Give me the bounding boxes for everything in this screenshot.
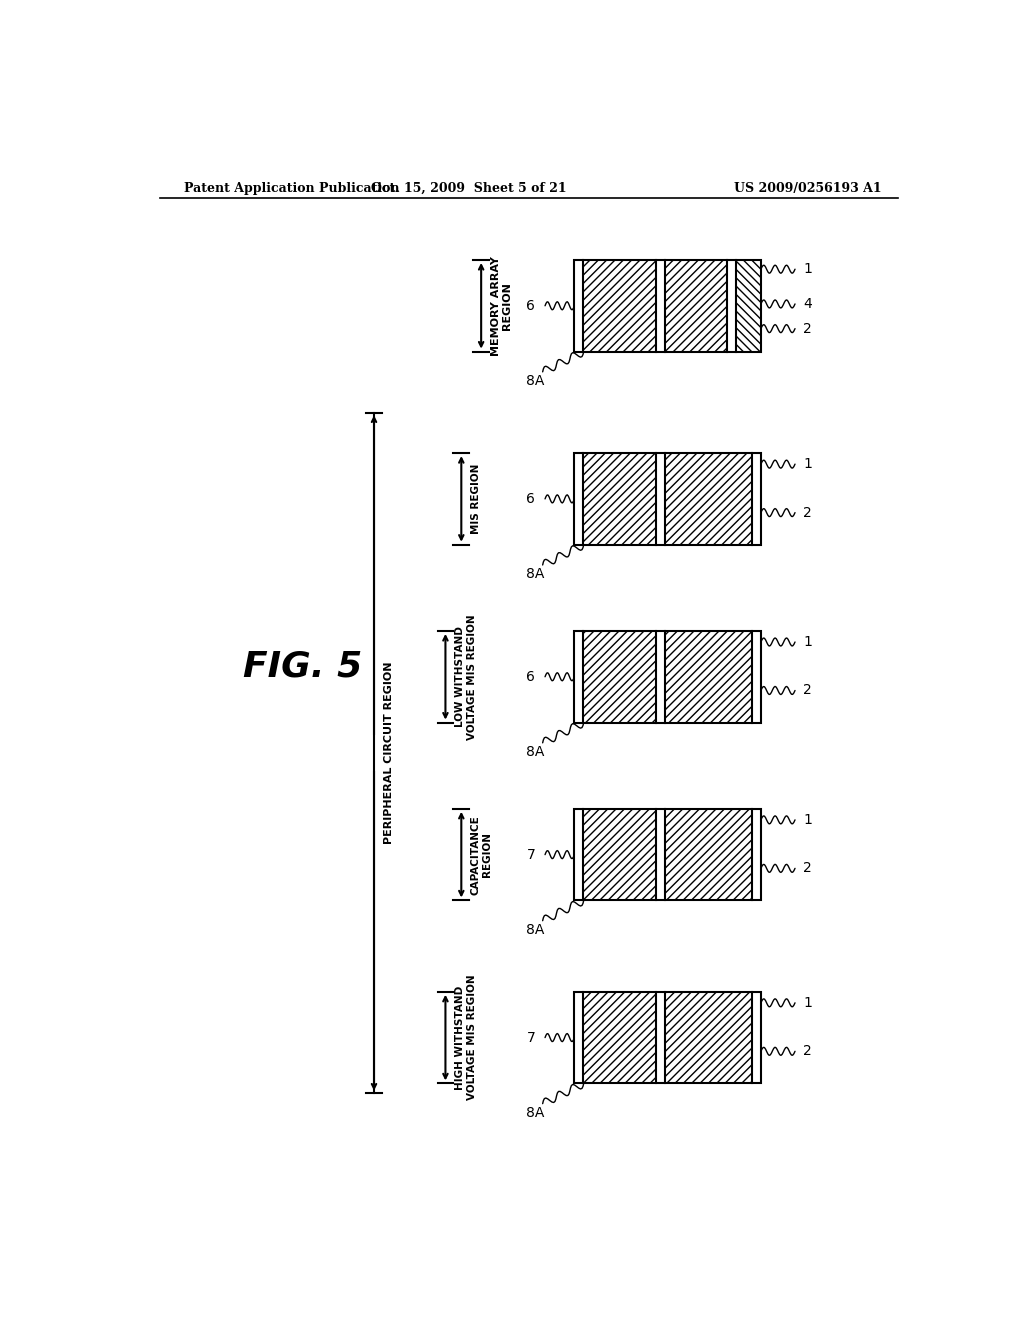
Text: CAPACITANCE
REGION: CAPACITANCE REGION bbox=[471, 814, 493, 895]
Bar bbox=[666, 631, 752, 722]
Text: MIS REGION: MIS REGION bbox=[471, 463, 481, 535]
Text: 8A: 8A bbox=[525, 374, 544, 388]
Text: 7: 7 bbox=[526, 1031, 536, 1044]
Bar bbox=[584, 809, 656, 900]
Bar bbox=[574, 453, 761, 545]
Text: US 2009/0256193 A1: US 2009/0256193 A1 bbox=[734, 182, 882, 195]
Text: 4: 4 bbox=[803, 297, 812, 312]
Bar bbox=[584, 991, 656, 1084]
Text: 1: 1 bbox=[803, 995, 812, 1010]
Text: 6: 6 bbox=[526, 669, 536, 684]
Text: 1: 1 bbox=[803, 635, 812, 649]
Text: 1: 1 bbox=[803, 263, 812, 276]
Bar bbox=[574, 260, 761, 351]
Text: 8A: 8A bbox=[525, 744, 544, 759]
Text: 1: 1 bbox=[803, 813, 812, 826]
Text: 2: 2 bbox=[803, 684, 812, 697]
Bar bbox=[574, 809, 761, 900]
Bar bbox=[666, 453, 752, 545]
Text: HIGH WITHSTAND
VOLTAGE MIS REGION: HIGH WITHSTAND VOLTAGE MIS REGION bbox=[455, 974, 476, 1101]
Text: 1: 1 bbox=[803, 457, 812, 471]
Text: Patent Application Publication: Patent Application Publication bbox=[183, 182, 399, 195]
Text: 8A: 8A bbox=[525, 923, 544, 937]
Text: PERIPHERAL CIRCUIT REGION: PERIPHERAL CIRCUIT REGION bbox=[384, 661, 394, 845]
Text: 2: 2 bbox=[803, 506, 812, 520]
Bar bbox=[584, 260, 656, 351]
Bar bbox=[736, 260, 761, 351]
Text: 6: 6 bbox=[526, 298, 536, 313]
Text: MEMORY ARRAY
REGION: MEMORY ARRAY REGION bbox=[490, 256, 512, 355]
Text: 2: 2 bbox=[803, 1044, 812, 1059]
Bar bbox=[666, 260, 727, 351]
Text: Oct. 15, 2009  Sheet 5 of 21: Oct. 15, 2009 Sheet 5 of 21 bbox=[372, 182, 567, 195]
Text: 8A: 8A bbox=[525, 568, 544, 581]
Bar bbox=[666, 809, 752, 900]
Text: FIG. 5: FIG. 5 bbox=[243, 649, 362, 684]
Text: 8A: 8A bbox=[525, 1106, 544, 1119]
Bar bbox=[666, 991, 752, 1084]
Text: LOW WITHSTAND
VOLTAGE MIS REGION: LOW WITHSTAND VOLTAGE MIS REGION bbox=[455, 614, 476, 739]
Bar bbox=[574, 631, 761, 722]
Bar bbox=[584, 631, 656, 722]
Text: 7: 7 bbox=[526, 847, 536, 862]
Text: 6: 6 bbox=[526, 492, 536, 506]
Text: 2: 2 bbox=[803, 322, 812, 335]
Bar bbox=[584, 453, 656, 545]
Text: 2: 2 bbox=[803, 862, 812, 875]
Bar bbox=[574, 991, 761, 1084]
